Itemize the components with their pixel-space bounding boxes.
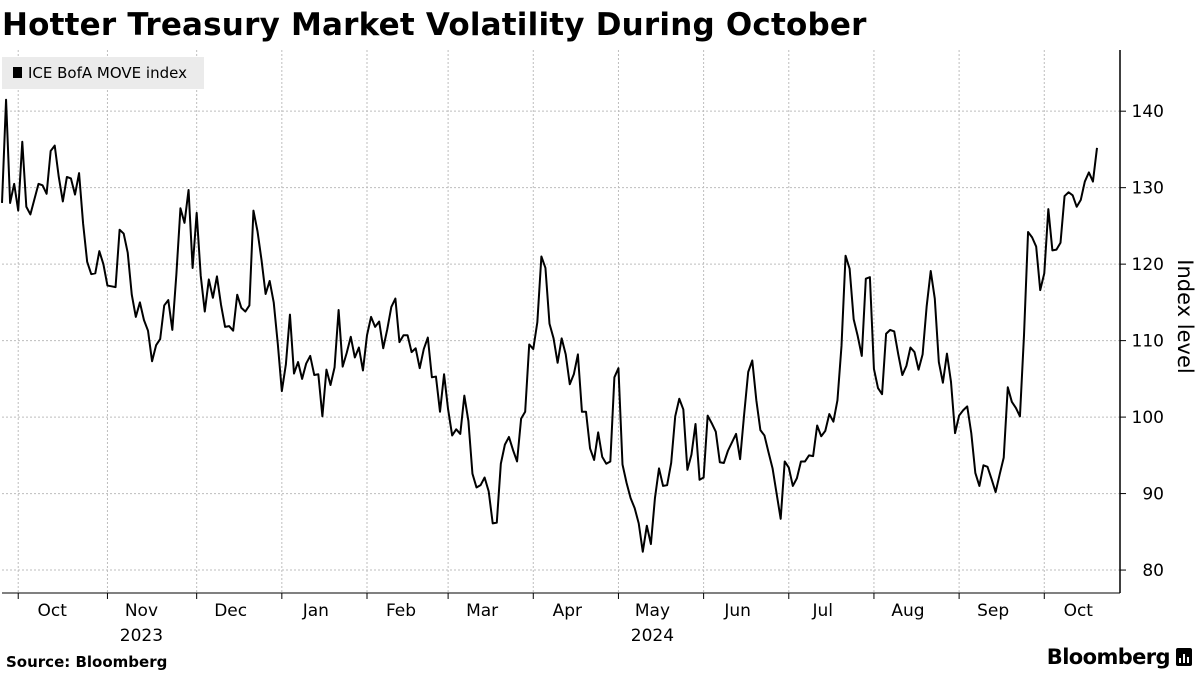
x-tick-label: Aug: [891, 601, 924, 621]
y-tick-label: 90: [1142, 485, 1164, 505]
x-tick-labels: Oct Nov Dec Jan Feb Mar Apr May Jun Jul Aug Sep Oct: [38, 601, 1094, 621]
legend-box: [2, 57, 204, 89]
x-tick-label: Apr: [553, 601, 582, 621]
y-tick-label: 120: [1132, 255, 1164, 275]
y-tick-label: 100: [1132, 408, 1164, 428]
chart-title: Hotter Treasury Market Volatility During…: [2, 7, 867, 43]
x-tick-label: May: [635, 601, 670, 621]
legend-label: ICE BofA MOVE index: [28, 64, 187, 82]
x-tick-label: Oct: [38, 601, 68, 621]
y-tick-label: 140: [1132, 102, 1164, 122]
x-gridlines: [17, 50, 1045, 599]
y-tick-label: 130: [1132, 179, 1164, 199]
legend: ICE BofA MOVE index: [2, 57, 204, 89]
x-tick-label: Dec: [214, 601, 247, 621]
x-tick-label: Oct: [1064, 601, 1094, 621]
axes: [2, 50, 1121, 594]
y-tick-label: 110: [1132, 332, 1164, 352]
x-tick-label: Jun: [723, 601, 751, 621]
x-tick-label: Nov: [125, 601, 158, 621]
year-labels: 2023 2024: [120, 626, 674, 646]
x-tick-label: Jan: [302, 601, 329, 621]
bloomberg-wordmark: Bloomberg: [1046, 645, 1171, 669]
series-line-move-index: [1, 98, 1098, 553]
year-label: 2023: [120, 626, 163, 646]
source-note: Source: Bloomberg: [6, 653, 168, 671]
y-axis-label: Index level: [1173, 259, 1197, 373]
y-tick-labels: 80 90 100 110 120 130 140: [1132, 102, 1164, 581]
x-tick-label: Mar: [466, 601, 498, 621]
x-tick-label: Feb: [386, 601, 416, 621]
bloomberg-chart-icon: [1176, 648, 1192, 666]
year-label: 2024: [631, 626, 674, 646]
x-tick-label: Jul: [812, 601, 834, 621]
legend-swatch: [13, 67, 22, 78]
y-gridlines: [2, 110, 1126, 571]
x-tick-label: Sep: [977, 601, 1009, 621]
bloomberg-logo: Bloomberg: [1047, 645, 1192, 669]
y-tick-label: 80: [1142, 561, 1164, 581]
